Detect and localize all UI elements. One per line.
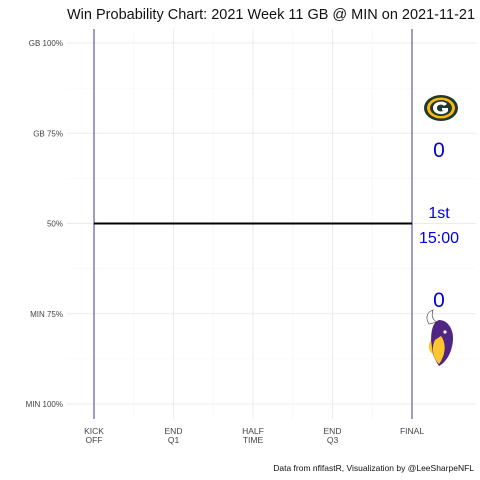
chart-title: Win Probability Chart: 2021 Week 11 GB @… (67, 7, 475, 23)
game-quarter: 1st (428, 205, 450, 222)
min-score: 0 (433, 289, 445, 312)
x-tick-label-line: Q1 (168, 435, 180, 445)
packers-logo-icon (424, 95, 458, 121)
x-tick-label-line: Q3 (327, 435, 339, 445)
game-clock: 15:00 (419, 230, 459, 247)
chart-caption: Data from nflfastR, Visualization by @Le… (273, 463, 474, 473)
y-tick-label: MIN 75% (30, 310, 63, 319)
y-axis: GB 100% GB 75% 50% MIN 75% MIN 100% (26, 39, 63, 409)
x-tick-label: HALF TIME (242, 426, 264, 445)
y-tick-label: GB 100% (29, 39, 63, 48)
x-tick-label-line: KICK (84, 426, 104, 436)
x-tick-label-line: OFF (86, 435, 103, 445)
x-tick-label-line: HALF (242, 426, 264, 436)
y-tick-label: MIN 100% (26, 400, 63, 409)
x-tick-label-line: TIME (243, 435, 264, 445)
y-tick-label: GB 75% (33, 129, 63, 138)
x-tick-label-line: END (324, 426, 342, 436)
vikings-logo-icon (426, 309, 453, 366)
gb-score: 0 (433, 139, 445, 162)
x-tick-label: FINAL (400, 426, 424, 436)
x-tick-label: KICK OFF (84, 426, 104, 445)
y-tick-label: 50% (47, 220, 63, 229)
x-tick-label-line: END (165, 426, 183, 436)
x-tick-label: END Q3 (324, 426, 342, 445)
x-tick-label-line: FINAL (400, 426, 424, 436)
x-tick-label: END Q1 (165, 426, 183, 445)
